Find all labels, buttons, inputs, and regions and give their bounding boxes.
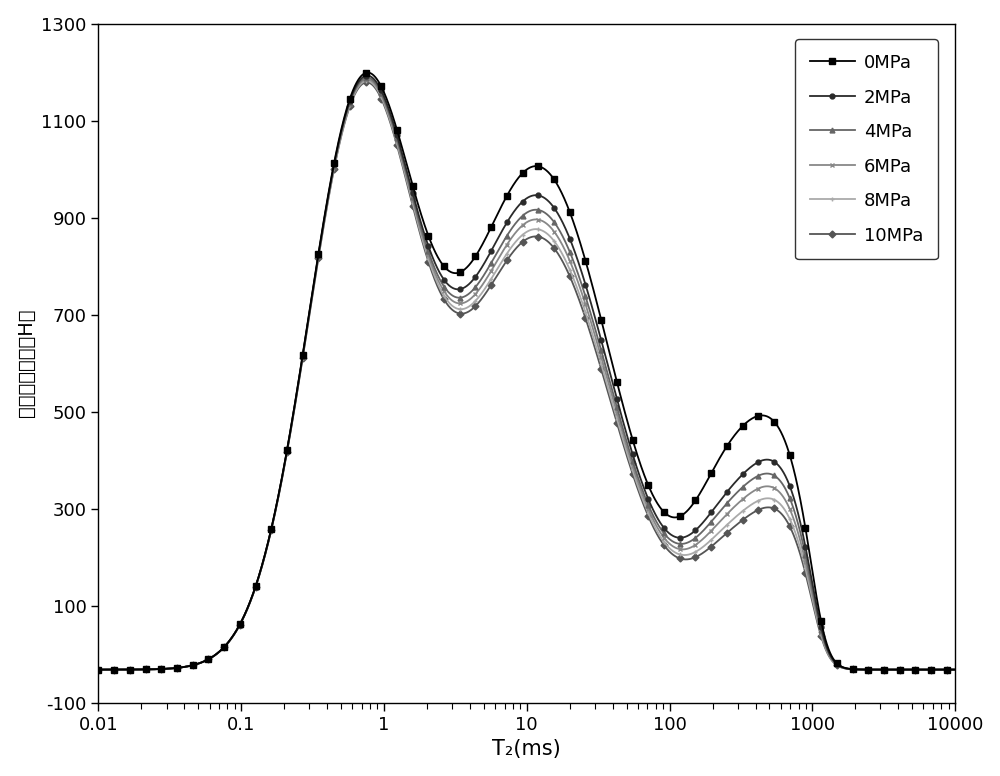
X-axis label: T₂(ms): T₂(ms) <box>492 740 561 760</box>
Y-axis label: 核磁信号强度（H）: 核磁信号强度（H） <box>17 309 36 417</box>
Legend: 0MPa, 2MPa, 4MPa, 6MPa, 8MPa, 10MPa: 0MPa, 2MPa, 4MPa, 6MPa, 8MPa, 10MPa <box>795 40 938 259</box>
